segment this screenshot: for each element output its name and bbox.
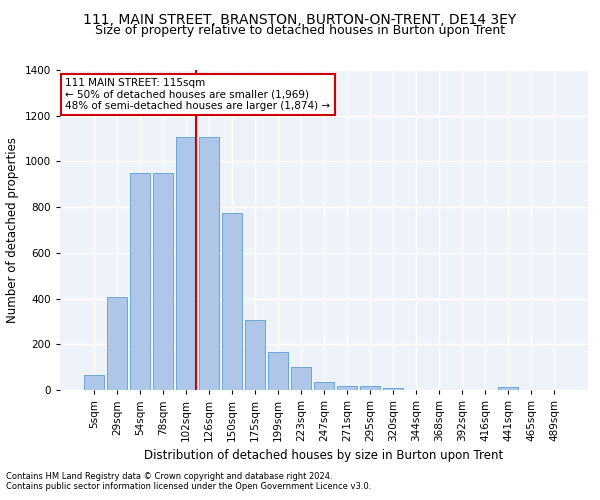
Bar — [383, 388, 403, 390]
Bar — [499, 388, 518, 390]
Text: Contains public sector information licensed under the Open Government Licence v3: Contains public sector information licen… — [6, 482, 371, 491]
Y-axis label: Number of detached properties: Number of detached properties — [6, 137, 19, 323]
Bar — [291, 367, 311, 390]
Text: Size of property relative to detached houses in Burton upon Trent: Size of property relative to detached ho… — [95, 24, 505, 37]
Bar — [245, 320, 265, 390]
Bar — [222, 213, 242, 390]
Bar — [130, 173, 149, 390]
Bar — [84, 375, 104, 390]
X-axis label: Distribution of detached houses by size in Burton upon Trent: Distribution of detached houses by size … — [145, 450, 503, 462]
Bar — [360, 386, 380, 390]
Bar — [153, 173, 173, 390]
Bar — [107, 298, 127, 390]
Text: Contains HM Land Registry data © Crown copyright and database right 2024.: Contains HM Land Registry data © Crown c… — [6, 472, 332, 481]
Bar — [314, 382, 334, 390]
Text: 111 MAIN STREET: 115sqm
← 50% of detached houses are smaller (1,969)
48% of semi: 111 MAIN STREET: 115sqm ← 50% of detache… — [65, 78, 331, 111]
Bar — [176, 138, 196, 390]
Bar — [199, 138, 218, 390]
Bar — [337, 386, 357, 390]
Bar — [268, 352, 288, 390]
Text: 111, MAIN STREET, BRANSTON, BURTON-ON-TRENT, DE14 3EY: 111, MAIN STREET, BRANSTON, BURTON-ON-TR… — [83, 12, 517, 26]
